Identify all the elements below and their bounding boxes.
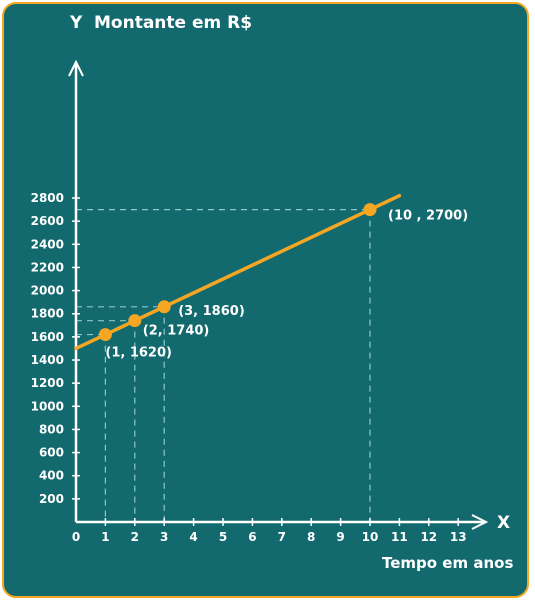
series	[74, 193, 402, 351]
data-point	[157, 300, 171, 314]
x-tick-label: 4	[189, 530, 197, 544]
guide-lines	[76, 209, 371, 522]
x-tick-label: 5	[219, 530, 227, 544]
y-tick-label: 800	[39, 422, 64, 436]
data-point	[363, 203, 377, 217]
data-label: (1, 1620)	[105, 346, 172, 361]
x-tick-label: 3	[160, 530, 168, 544]
y-tick-label: 600	[39, 446, 64, 460]
chart-title: Montante em R$	[94, 13, 252, 33]
x-tick-label: 8	[307, 530, 315, 544]
x-tick-label: 13	[450, 530, 467, 544]
y-tick-label: 1200	[31, 376, 64, 390]
data-point	[128, 314, 142, 328]
x-tick-label: 11	[391, 530, 408, 544]
y-tick-label: 1600	[31, 330, 64, 344]
data-label: (2, 1740)	[143, 324, 210, 339]
y-tick-label: 1800	[31, 307, 64, 321]
data-label: (10 , 2700)	[388, 209, 468, 224]
y-tick-label: 2000	[31, 284, 64, 298]
axes	[68, 59, 489, 530]
x-axis-arrow	[471, 514, 489, 530]
y-tick-label: 1400	[31, 353, 64, 367]
x-tick-label: 6	[248, 530, 256, 544]
x-axis-letter: X	[497, 513, 510, 533]
y-tick-label: 1000	[31, 399, 64, 413]
y-tick-label: 400	[39, 469, 64, 483]
x-axis-label: Tempo em anos	[382, 554, 513, 572]
data-label: (3, 1860)	[178, 304, 245, 319]
x-tick-label: 1	[101, 530, 109, 544]
x-tick-labels: 0 1 2 3 4 5 6 7 8 9 10 11 12 13	[72, 518, 467, 544]
y-axis-arrow	[68, 59, 84, 77]
y-tick-label: 2800	[31, 191, 64, 205]
y-tick-label: 200	[39, 492, 64, 506]
series-line	[74, 193, 402, 351]
data-point	[98, 328, 112, 342]
x-tick-label: 2	[131, 530, 139, 544]
chart-frame	[2, 2, 529, 598]
y-tick-labels: 200 400 600 800 1000 1200 1400 1600 1800 2000 2200…	[31, 191, 80, 506]
x-tick-label: 0	[72, 530, 80, 544]
x-tick-label: 9	[336, 530, 344, 544]
x-tick-label: 7	[278, 530, 286, 544]
y-tick-label: 2400	[31, 237, 64, 251]
y-axis-letter: Y	[69, 13, 83, 33]
y-tick-label: 2200	[31, 260, 64, 274]
point-labels: (1, 1620) (2, 1740) (3, 1860) (10 , 2700)	[105, 209, 468, 361]
x-tick-label: 12	[420, 530, 437, 544]
y-tick-label: 2600	[31, 214, 64, 228]
x-tick-label: 10	[362, 530, 379, 544]
